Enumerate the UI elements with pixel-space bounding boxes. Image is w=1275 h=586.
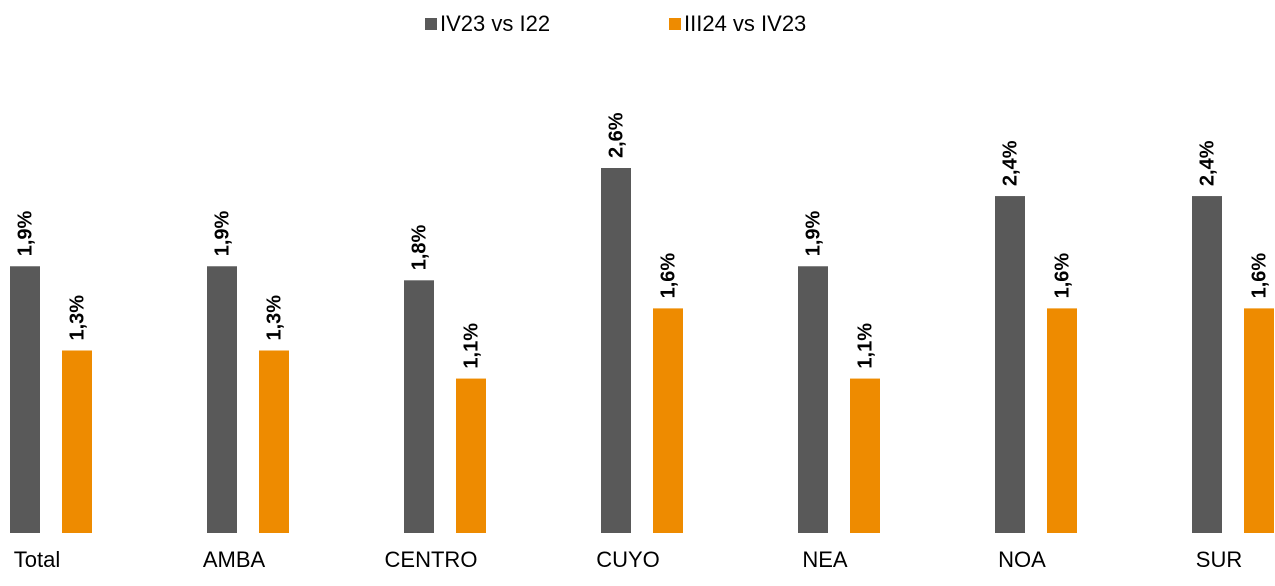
legend-label: III24 vs IV23 bbox=[684, 11, 806, 36]
data-label: 1,6% bbox=[1051, 253, 1073, 299]
data-label: 2,4% bbox=[1196, 140, 1218, 186]
bar bbox=[10, 266, 40, 533]
bar bbox=[1192, 196, 1222, 534]
data-label: 1,6% bbox=[1248, 253, 1270, 299]
x-tick-label: NOA bbox=[998, 547, 1046, 572]
data-label: 1,3% bbox=[66, 295, 88, 341]
bar bbox=[850, 378, 880, 533]
bar bbox=[1244, 308, 1274, 533]
bar bbox=[259, 350, 289, 533]
data-label: 1,1% bbox=[460, 323, 482, 369]
x-tick-label: CUYO bbox=[596, 547, 660, 572]
x-tick-label: CENTRO bbox=[385, 547, 478, 572]
bar bbox=[62, 350, 92, 533]
bar bbox=[601, 168, 631, 533]
data-label: 1,3% bbox=[263, 295, 285, 341]
data-label: 1,9% bbox=[802, 210, 824, 256]
data-label: 1,9% bbox=[211, 210, 233, 256]
x-tick-label: Total bbox=[14, 547, 60, 572]
x-tick-label: SUR bbox=[1196, 547, 1242, 572]
legend-label: IV23 vs I22 bbox=[440, 11, 550, 36]
data-label: 1,6% bbox=[657, 253, 679, 299]
data-label: 1,9% bbox=[14, 210, 36, 256]
bar bbox=[653, 308, 683, 533]
x-tick-label: NEA bbox=[802, 547, 848, 572]
bar bbox=[404, 280, 434, 533]
data-label: 2,6% bbox=[605, 112, 627, 158]
bar bbox=[1047, 308, 1077, 533]
data-label: 1,1% bbox=[854, 323, 876, 369]
bar bbox=[798, 266, 828, 533]
bar bbox=[456, 378, 486, 533]
data-label: 1,8% bbox=[408, 225, 430, 271]
x-tick-label: AMBA bbox=[203, 547, 266, 572]
legend-swatch bbox=[669, 18, 681, 30]
data-label: 2,4% bbox=[999, 140, 1021, 186]
legend-swatch bbox=[425, 18, 437, 30]
bar bbox=[207, 266, 237, 533]
bar bbox=[995, 196, 1025, 534]
